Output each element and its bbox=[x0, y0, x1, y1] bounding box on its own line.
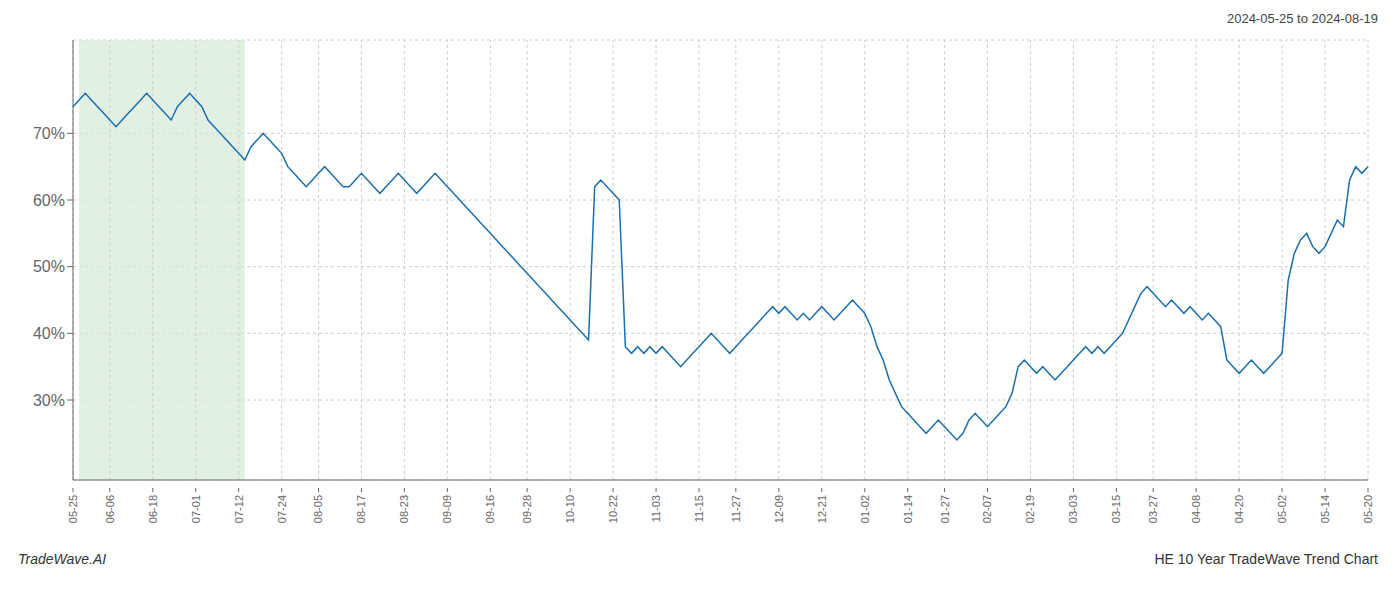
svg-text:30%: 30% bbox=[33, 392, 65, 409]
svg-text:50%: 50% bbox=[33, 258, 65, 275]
svg-text:02-19: 02-19 bbox=[1024, 495, 1036, 523]
svg-text:01-27: 01-27 bbox=[939, 495, 951, 523]
svg-text:08-05: 08-05 bbox=[312, 495, 324, 523]
svg-text:03-27: 03-27 bbox=[1147, 495, 1159, 523]
svg-text:07-24: 07-24 bbox=[276, 495, 288, 523]
svg-text:12-09: 12-09 bbox=[773, 495, 785, 523]
svg-text:03-03: 03-03 bbox=[1067, 495, 1079, 523]
svg-text:07-01: 07-01 bbox=[190, 495, 202, 523]
svg-text:02-07: 02-07 bbox=[981, 495, 993, 523]
svg-text:70%: 70% bbox=[33, 125, 65, 142]
svg-text:01-14: 01-14 bbox=[902, 495, 914, 523]
svg-text:05-02: 05-02 bbox=[1276, 495, 1288, 523]
svg-text:10-10: 10-10 bbox=[564, 495, 576, 523]
svg-text:11-15: 11-15 bbox=[693, 495, 705, 522]
svg-text:09-09: 09-09 bbox=[441, 495, 453, 523]
svg-text:05-25: 05-25 bbox=[67, 495, 79, 523]
svg-text:09-16: 09-16 bbox=[484, 495, 496, 523]
svg-text:60%: 60% bbox=[33, 192, 65, 209]
svg-text:04-20: 04-20 bbox=[1233, 495, 1245, 523]
svg-text:10-22: 10-22 bbox=[607, 495, 619, 523]
html-text:TradeWave.AI: TradeWave.AI bbox=[18, 551, 107, 567]
svg-text:08-23: 08-23 bbox=[398, 495, 410, 523]
svg-text:11-03: 11-03 bbox=[650, 495, 662, 522]
svg-text:03-15: 03-15 bbox=[1110, 495, 1122, 523]
svg-text:05-14: 05-14 bbox=[1319, 495, 1331, 523]
svg-text:04-08: 04-08 bbox=[1190, 495, 1202, 523]
svg-text:05-20: 05-20 bbox=[1362, 495, 1374, 523]
svg-text:40%: 40% bbox=[33, 325, 65, 342]
svg-text:06-06: 06-06 bbox=[104, 495, 116, 523]
svg-text:06-18: 06-18 bbox=[147, 495, 159, 523]
svg-text:08-17: 08-17 bbox=[355, 495, 367, 523]
svg-text:12-21: 12-21 bbox=[816, 495, 828, 523]
svg-text:09-28: 09-28 bbox=[521, 495, 533, 523]
svg-text:01-02: 01-02 bbox=[859, 495, 871, 523]
svg-text:07-12: 07-12 bbox=[233, 495, 245, 523]
html-text:2024-05-25 to 2024-08-19: 2024-05-25 to 2024-08-19 bbox=[1226, 11, 1378, 26]
html-text:HE 10 Year TradeWave Trend Cha: HE 10 Year TradeWave Trend Chart bbox=[1154, 551, 1378, 567]
svg-text:11-27: 11-27 bbox=[730, 495, 742, 522]
